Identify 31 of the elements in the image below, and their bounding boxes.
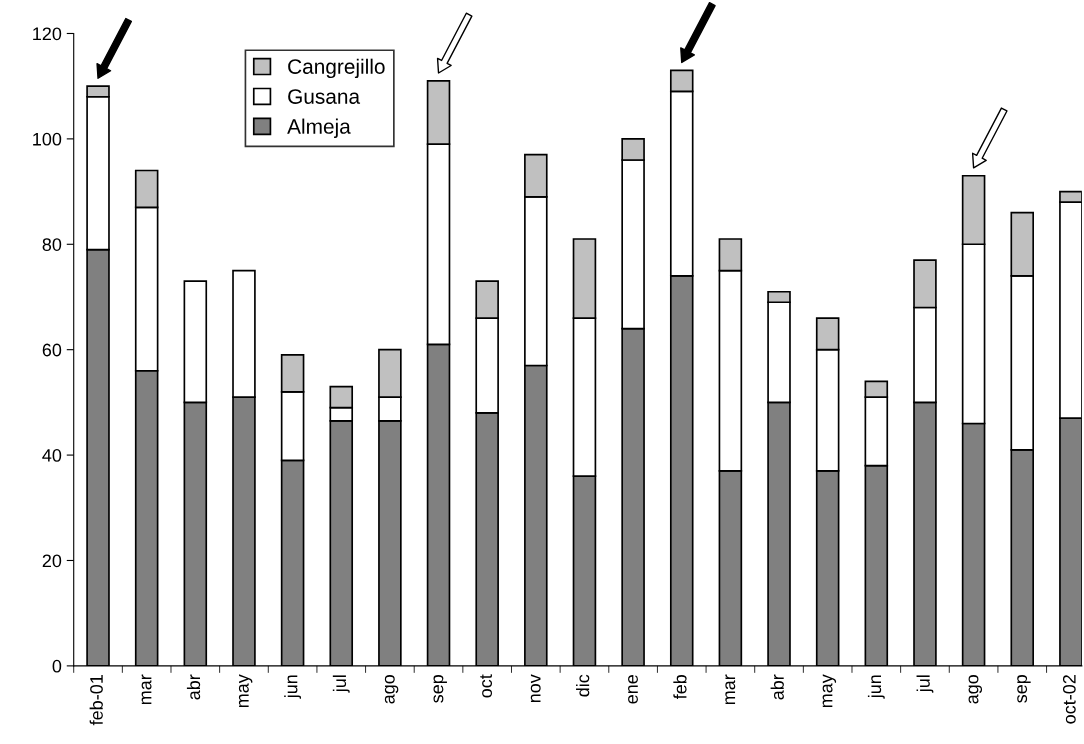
y-tick-label: 60 (42, 343, 62, 357)
legend-label: Cangrejillo (288, 58, 385, 79)
x-tick-label: dic (576, 674, 590, 697)
x-tick-label: nov (530, 674, 541, 703)
x-tick-label: ago (384, 674, 399, 704)
x-tick-label: jun (867, 675, 885, 699)
x-tick-label: abr (186, 674, 201, 700)
y-tick-label: 0 (52, 659, 62, 673)
x-tick-label: oct (480, 674, 493, 698)
legend-label: Gusana (288, 89, 361, 104)
x-tick-label: mar (141, 674, 152, 705)
x-tick-label: sep (433, 674, 447, 703)
x-tick-label: ago (968, 674, 983, 704)
y-tick-label: 20 (42, 554, 62, 568)
x-tick-label: jul (916, 675, 934, 693)
y-tick-label: 80 (42, 238, 62, 251)
y-tick-label: 40 (42, 449, 62, 462)
legend-label: Almeja (287, 118, 351, 138)
x-tick-label: feb-01 (89, 675, 103, 726)
x-tick-label: jun (284, 675, 302, 699)
x-tick-label: oct-02 (1062, 675, 1076, 724)
y-tick-label: 120 (33, 27, 62, 41)
x-tick-label: abr (770, 674, 784, 700)
x-tick-label: may (238, 674, 253, 708)
x-tick-label: sep (1017, 674, 1031, 703)
x-tick-label: feb (673, 674, 687, 700)
x-tick-label: jul (332, 675, 350, 693)
y-tick-label: 100 (33, 132, 62, 146)
x-tick-label: mar (725, 674, 736, 705)
x-tick-label: ene (628, 675, 638, 704)
x-tick-label: may (822, 674, 837, 708)
